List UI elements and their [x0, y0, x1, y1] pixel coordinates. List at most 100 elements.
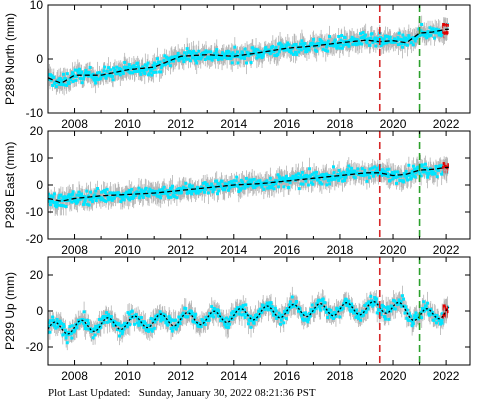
data-point — [318, 42, 322, 46]
data-point — [148, 328, 152, 332]
data-point — [60, 204, 64, 208]
data-point — [86, 74, 90, 78]
data-point — [266, 50, 270, 54]
data-point — [258, 179, 262, 183]
data-point — [351, 42, 355, 46]
data-point — [136, 317, 140, 321]
data-point — [349, 38, 353, 42]
data-point — [261, 54, 265, 58]
data-point — [403, 174, 407, 178]
data-point — [69, 78, 73, 82]
data-point — [252, 49, 256, 53]
data-point — [266, 181, 270, 185]
data-point — [170, 329, 174, 333]
data-point — [388, 307, 392, 311]
data-point — [59, 193, 63, 197]
data-point — [202, 190, 206, 194]
data-point — [210, 305, 214, 309]
data-point — [308, 174, 312, 178]
data-point — [121, 195, 125, 199]
data-point — [346, 43, 350, 47]
data-point — [294, 173, 298, 177]
data-point — [74, 197, 78, 201]
data-point — [393, 40, 397, 44]
data-point — [105, 69, 109, 73]
data-point — [155, 57, 159, 61]
data-point — [154, 70, 158, 74]
data-point — [130, 187, 134, 191]
data-point — [52, 75, 56, 79]
data-point — [84, 68, 88, 72]
data-point — [428, 26, 432, 30]
data-point — [165, 318, 169, 322]
data-point — [136, 61, 140, 65]
data-point — [150, 73, 154, 77]
data-point — [134, 194, 138, 198]
data-point — [88, 65, 92, 69]
data-point — [104, 76, 108, 80]
data-point — [358, 41, 362, 45]
data-point — [239, 307, 243, 311]
data-point — [120, 198, 124, 202]
data-point — [248, 318, 252, 322]
data-point — [385, 167, 389, 171]
data-point — [199, 57, 203, 61]
data-point — [190, 192, 194, 196]
data-point — [412, 167, 416, 171]
data-point — [312, 171, 316, 175]
data-point — [96, 326, 100, 330]
data-point — [119, 200, 123, 204]
data-point — [195, 61, 199, 65]
plot-area — [48, 257, 450, 365]
data-point — [54, 321, 58, 325]
data-point — [67, 195, 71, 199]
data-point — [190, 56, 194, 60]
data-point — [402, 180, 406, 184]
data-point — [81, 77, 85, 81]
data-point — [54, 85, 58, 89]
data-point — [347, 44, 351, 48]
data-point — [270, 308, 274, 312]
data-point — [201, 181, 205, 185]
data-point — [217, 312, 221, 316]
data-point — [362, 171, 366, 175]
data-point — [104, 199, 108, 203]
data-point — [403, 311, 407, 315]
data-point — [304, 313, 308, 317]
data-point — [416, 317, 420, 321]
data-point — [301, 182, 305, 186]
data-point — [172, 59, 176, 63]
data-point — [276, 52, 280, 56]
data-point — [310, 43, 314, 47]
data-point — [227, 188, 231, 192]
data-point — [51, 315, 55, 319]
data-point — [93, 193, 97, 197]
data-point — [104, 314, 108, 318]
footer-label: Plot Last Updated: — [48, 387, 131, 399]
data-point — [324, 172, 328, 176]
data-point — [209, 314, 213, 318]
data-point — [440, 312, 444, 316]
data-point — [347, 164, 351, 168]
data-point — [419, 310, 423, 314]
data-point — [282, 185, 286, 189]
data-point — [225, 57, 229, 61]
data-point — [181, 55, 185, 59]
data-point — [230, 180, 234, 184]
data-point — [433, 171, 437, 175]
data-point — [243, 57, 247, 61]
x-tick-label: 2014 — [220, 369, 247, 383]
data-point — [384, 317, 388, 321]
data-point — [209, 50, 213, 54]
data-point — [282, 321, 286, 325]
data-point — [364, 310, 368, 314]
data-point — [380, 37, 384, 41]
data-point — [160, 315, 164, 319]
data-point — [335, 46, 339, 50]
data-point — [328, 312, 332, 316]
data-point — [371, 174, 375, 178]
data-point — [138, 194, 142, 198]
data-point — [328, 182, 332, 186]
data-point — [102, 69, 106, 73]
data-point — [397, 31, 401, 35]
